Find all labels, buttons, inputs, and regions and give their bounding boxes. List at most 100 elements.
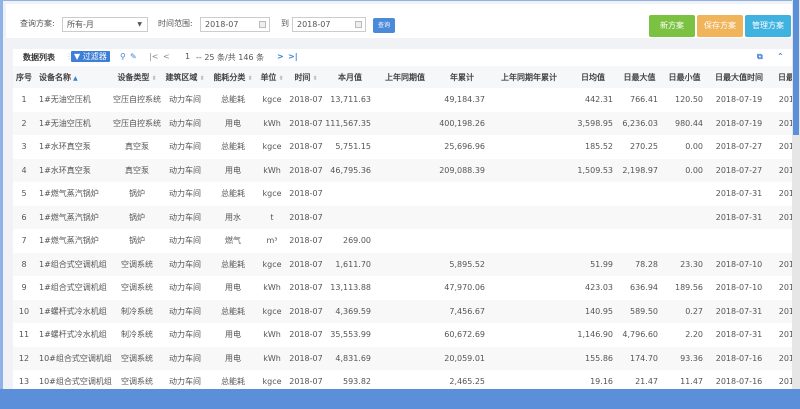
table-row[interactable]: 9 1#组合式空调机组 空调系统 动力车间 用电 kWh 2018-07 13,113.88 4…	[13, 276, 800, 300]
page-current[interactable]: 1	[185, 52, 191, 61]
query-bar: 查询方案: 所有-月 ▼ 时间范围: 2018-07 到 2018-07 查询 新…	[6, 4, 793, 38]
scheme-value: 所有-月	[67, 20, 94, 29]
table-cell: 155.86	[569, 346, 617, 370]
scrollbar-thumb[interactable]	[793, 0, 799, 135]
calendar-icon[interactable]	[355, 21, 362, 28]
new-scheme-button[interactable]: 新方案	[649, 15, 695, 37]
column-header-label: 年累计	[450, 72, 474, 82]
table-cell: 燃气	[225, 236, 241, 246]
column-header[interactable]: 单位 ⬍	[257, 66, 287, 88]
table-row[interactable]: 13 10#组合式空调机组 空调系统 动力车间 总能耗 kgce 2018-07 593.82…	[13, 370, 800, 394]
table-row[interactable]: 1 1#无油空压机 空压自控系统 动力车间 总能耗 kgce 2018-07 13,711.6…	[13, 88, 800, 112]
table-cell: 174.70	[617, 346, 662, 370]
table-cell: 总能耗	[209, 299, 257, 323]
sort-icon[interactable]: ⬍	[197, 74, 205, 82]
table-cell	[489, 229, 569, 253]
table-cell: 2.20	[685, 330, 703, 340]
column-header[interactable]: 日最小值	[662, 66, 707, 88]
column-header[interactable]: 序号	[13, 66, 35, 88]
table-cell	[617, 205, 662, 229]
table-cell: 140.95	[569, 299, 617, 323]
sort-icon[interactable]: ▲	[71, 74, 78, 82]
table-cell: 766.41	[630, 95, 658, 105]
table-cell	[375, 346, 435, 370]
column-header-label: 建筑区域	[165, 72, 198, 82]
table-row[interactable]: 2 1#无油空压机 空压自控系统 动力车间 用电 kWh 2018-07 111,567.35…	[13, 111, 800, 135]
table-cell: 动力车间	[161, 111, 209, 135]
sort-icon[interactable]: ⬍	[310, 74, 318, 82]
export-icon[interactable]: ⧉	[757, 52, 763, 61]
table-cell: 20,059.01	[435, 346, 489, 370]
column-header[interactable]: 建筑区域 ⬍	[161, 66, 209, 88]
table-cell: 动力车间	[169, 377, 201, 387]
calendar-icon[interactable]	[259, 21, 266, 28]
date-to-input[interactable]: 2018-07	[292, 17, 366, 32]
table-cell: kWh	[263, 283, 281, 293]
column-header[interactable]: 年累计	[435, 66, 489, 88]
date-from-input[interactable]: 2018-07	[200, 17, 270, 32]
filter-button[interactable]: ▼ 过滤器	[71, 51, 110, 62]
column-header[interactable]: 时间 ⬍	[287, 66, 325, 88]
table-cell	[489, 135, 569, 159]
sort-icon[interactable]: ⬍	[276, 74, 284, 82]
search-button[interactable]: 查询	[373, 18, 395, 33]
save-scheme-button[interactable]: 保存方案	[697, 15, 743, 37]
prev-page-icon[interactable]: <	[163, 52, 170, 61]
table-cell	[617, 229, 662, 253]
date-to-value: 2018-07	[297, 20, 331, 29]
table-cell	[375, 158, 435, 182]
panel-title: 数据列表	[23, 53, 55, 62]
next-page-icon[interactable]: >	[277, 52, 284, 61]
table-row[interactable]: 4 1#水环真空泵 真空泵 动力车间 用电 kWh 2018-07 46,795.36 209,…	[13, 158, 800, 182]
column-header[interactable]: 日最大值时间	[707, 66, 771, 88]
table-cell: 动力车间	[161, 346, 209, 370]
scheme-select[interactable]: 所有-月 ▼	[62, 17, 148, 32]
column-header[interactable]: 日均值	[569, 66, 617, 88]
table-row[interactable]: 6 1#燃气蒸汽锅炉 锅炉 动力车间 用水 t 2018-07 2018-07-31 2018-…	[13, 205, 800, 229]
sort-icon[interactable]: ⬍	[149, 74, 157, 82]
column-header[interactable]: 能耗分类 ⬍	[209, 66, 257, 88]
table-cell: 4,796.60	[622, 330, 658, 340]
page-info: -- 25 条/共 146 条	[196, 53, 265, 62]
table-row[interactable]: 8 1#组合式空调机组 空调系统 动力车间 总能耗 kgce 2018-07 1,611.70…	[13, 252, 800, 276]
table-cell	[489, 276, 569, 300]
table-row[interactable]: 7 1#燃气蒸汽锅炉 锅炉 动力车间 燃气 m³ 2018-07 269.00	[13, 229, 800, 253]
column-header[interactable]: 上年同期值	[375, 66, 435, 88]
table-cell	[569, 205, 617, 229]
table-row[interactable]: 5 1#燃气蒸汽锅炉 锅炉 动力车间 总能耗 kgce 2018-07 2018-07-31 2…	[13, 182, 800, 206]
last-page-icon[interactable]: >|	[288, 52, 298, 61]
column-header[interactable]: 设备名称 ▲	[35, 66, 113, 88]
table-row[interactable]: 10 1#螺杆式冷水机组 制冷系统 动力车间 总能耗 kgce 2018-07 4,369.5…	[13, 299, 800, 323]
table-cell: 总能耗	[221, 142, 245, 152]
vertical-scrollbar[interactable]	[792, 0, 800, 389]
table-cell: 189.56	[675, 283, 703, 293]
collapse-icon[interactable]: ⌃	[777, 52, 784, 61]
column-header[interactable]: 上年同期年累计	[489, 66, 569, 88]
manage-scheme-button[interactable]: 管理方案	[745, 15, 791, 37]
drag-handle-icon[interactable]: ⋮	[65, 52, 73, 61]
table-cell: 5	[21, 189, 27, 199]
table-row[interactable]: 3 1#水环真空泵 真空泵 动力车间 总能耗 kgce 2018-07 5,751.15 25,…	[13, 135, 800, 159]
table-row[interactable]: 11 1#螺杆式冷水机组 制冷系统 动力车间 用电 kWh 2018-07 35,553.99…	[13, 323, 800, 347]
table-cell	[375, 135, 435, 159]
table-cell: 19.16	[590, 377, 613, 387]
column-header[interactable]: 设备类型 ⬍	[113, 66, 161, 88]
table-cell: kgce	[257, 299, 287, 323]
first-page-icon[interactable]: |<	[149, 52, 159, 61]
table-cell: 2018-07-07	[778, 330, 800, 340]
table-cell	[375, 205, 435, 229]
table-cell: t	[257, 205, 287, 229]
table-cell: 1,146.90	[577, 330, 613, 340]
clear-icon[interactable]: ✎	[130, 52, 137, 61]
table-row[interactable]: 12 10#组合式空调机组 空调系统 动力车间 用电 kWh 2018-07 4,831.69…	[13, 346, 800, 370]
search-icon[interactable]: ⚲	[120, 52, 126, 61]
table-cell: 2018-07	[289, 189, 323, 199]
table-cell: 3	[21, 142, 27, 152]
column-header[interactable]: 日最大值	[617, 66, 662, 88]
table-cell: 1#组合式空调机组	[35, 252, 113, 276]
sort-icon[interactable]: ⬍	[245, 74, 253, 82]
table-cell: 120.50	[675, 95, 703, 105]
table-cell: 锅炉	[113, 205, 161, 229]
table-cell: 270.25	[630, 142, 658, 152]
column-header[interactable]: 本月值	[325, 66, 375, 88]
